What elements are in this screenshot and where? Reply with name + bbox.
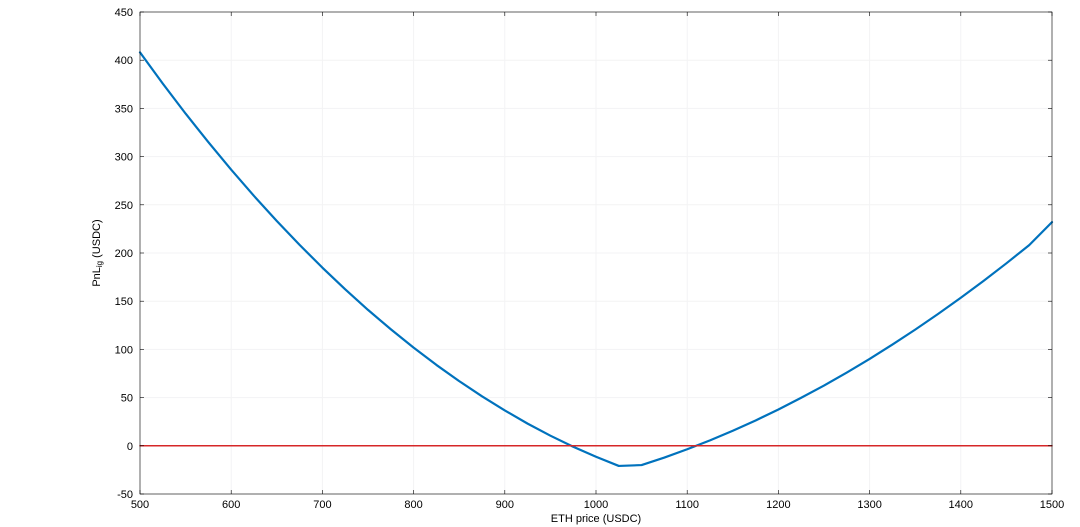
x-tick-label: 1100 <box>675 499 699 511</box>
y-tick-label: 400 <box>115 55 133 67</box>
x-tick-label: 1200 <box>766 499 790 511</box>
x-tick-label: 700 <box>313 499 331 511</box>
x-tick-label: 800 <box>404 499 422 511</box>
y-tick-label: -50 <box>117 489 133 501</box>
x-tick-label: 900 <box>496 499 514 511</box>
x-tick-label: 600 <box>222 499 240 511</box>
chart-svg: 500600700800900100011001200130014001500-… <box>0 0 1080 527</box>
x-tick-label: 1500 <box>1040 499 1064 511</box>
x-tick-label: 500 <box>131 499 149 511</box>
x-tick-label: 1300 <box>857 499 881 511</box>
y-axis-label: PnLig (USDC) <box>91 219 104 286</box>
y-tick-label: 150 <box>115 296 133 308</box>
y-tick-label: 200 <box>115 248 133 260</box>
y-tick-label: 300 <box>115 152 133 164</box>
pnl-chart: 500600700800900100011001200130014001500-… <box>0 0 1080 527</box>
y-tick-label: 250 <box>115 200 133 212</box>
y-tick-label: 50 <box>121 393 133 405</box>
x-axis-label: ETH price (USDC) <box>551 513 641 525</box>
y-tick-label: 0 <box>127 441 133 453</box>
y-tick-label: 450 <box>115 7 133 19</box>
y-tick-label: 350 <box>115 103 133 115</box>
x-tick-label: 1000 <box>584 499 608 511</box>
x-tick-label: 1400 <box>949 499 973 511</box>
y-tick-label: 100 <box>115 344 133 356</box>
